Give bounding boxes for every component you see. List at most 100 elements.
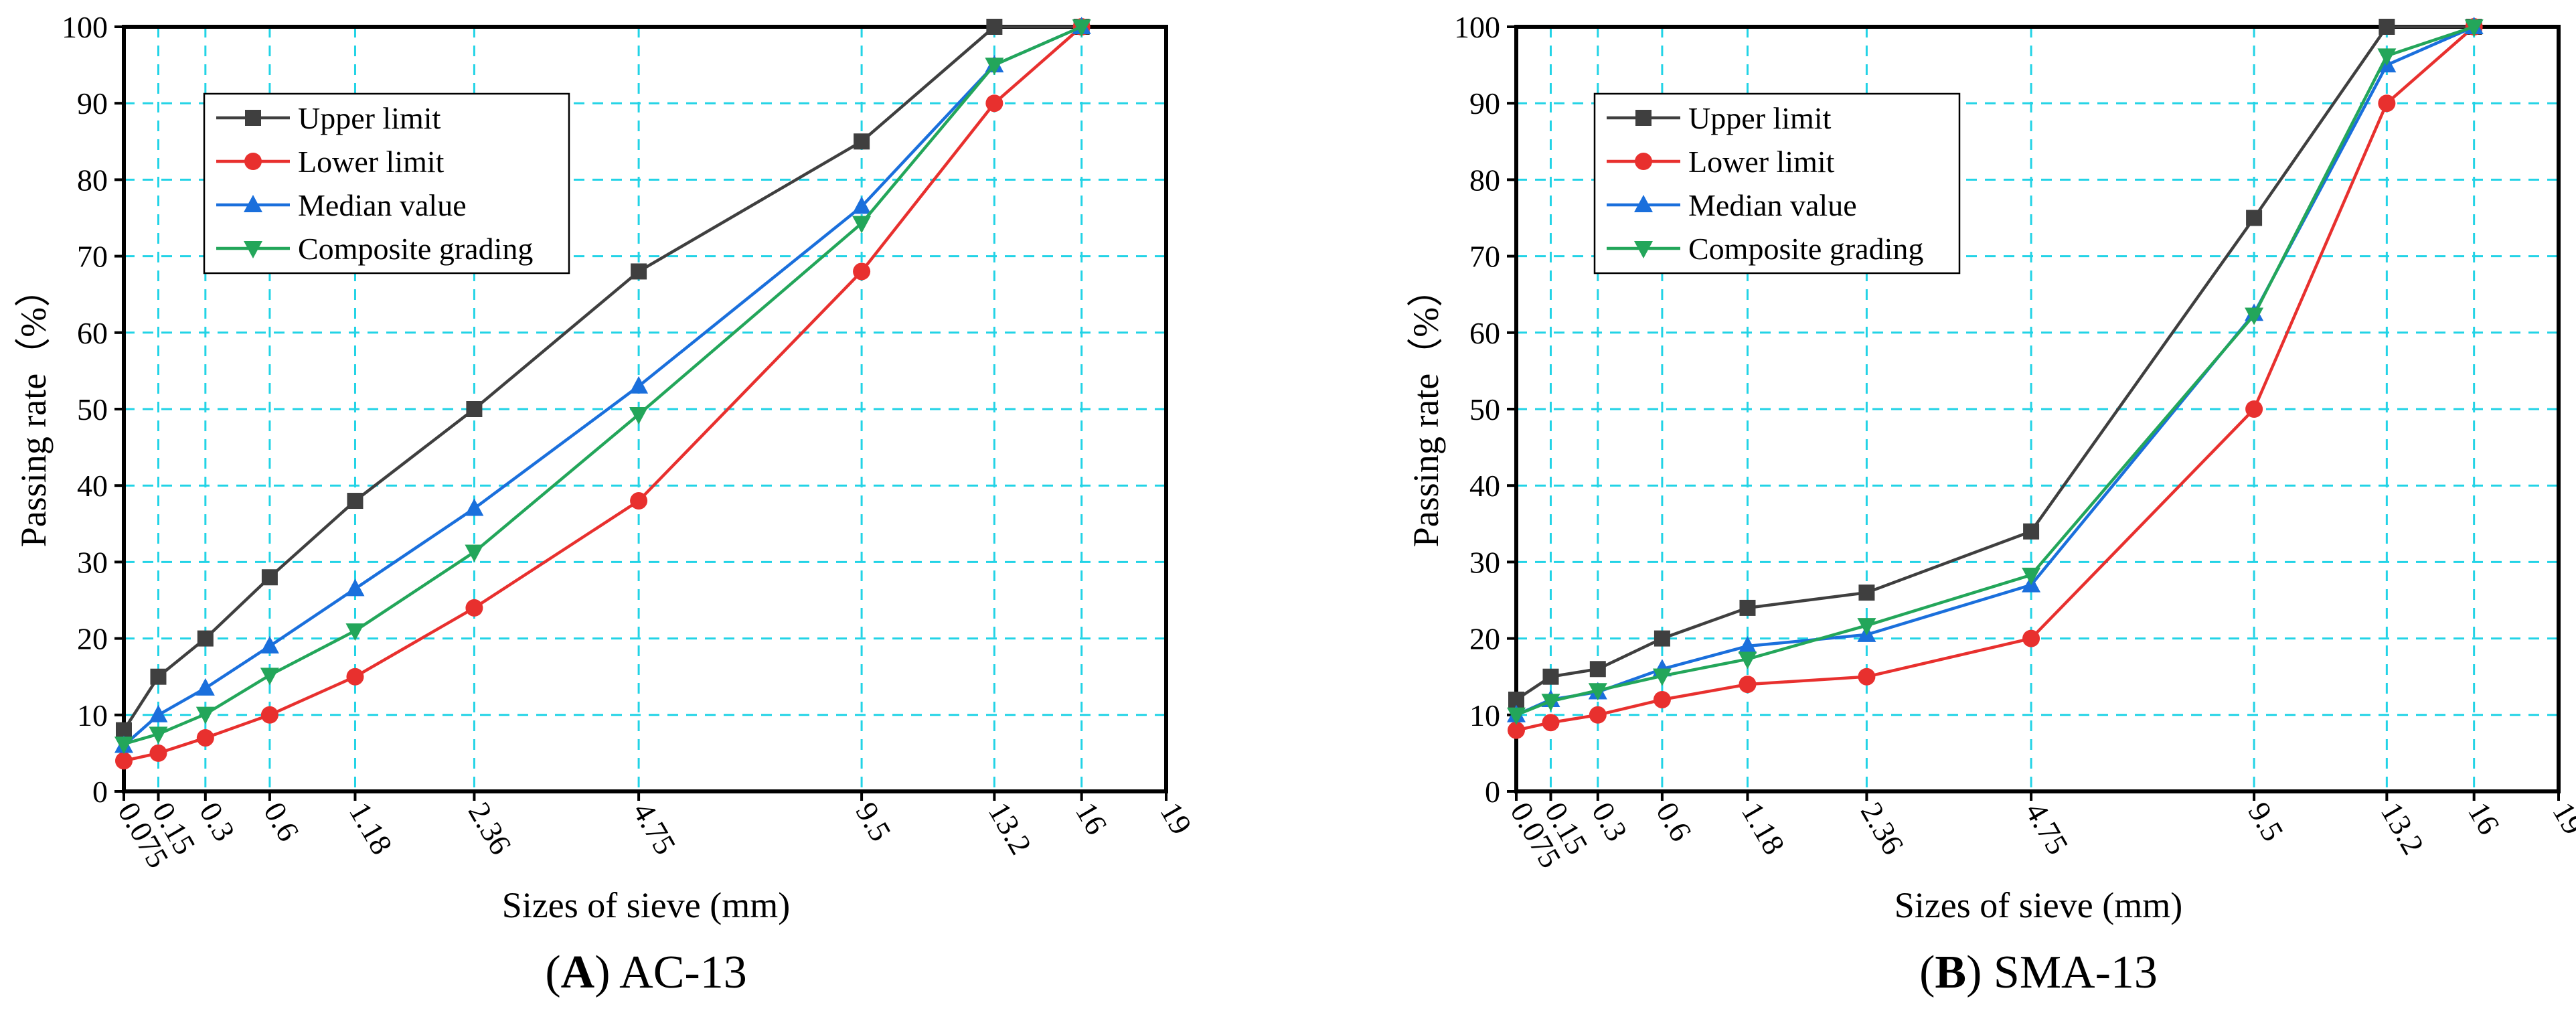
- data-point: [149, 744, 167, 762]
- data-point: [2023, 523, 2040, 540]
- legend-marker: [1635, 110, 1652, 126]
- y-tick-label: 100: [62, 10, 108, 44]
- caption-letter: A: [561, 947, 595, 998]
- y-tick-label: 10: [1469, 698, 1500, 732]
- data-point: [985, 58, 1004, 76]
- data-point: [2022, 629, 2040, 647]
- data-point: [2022, 567, 2041, 585]
- data-point: [149, 726, 168, 745]
- legend-label: Composite grading: [1688, 232, 1923, 266]
- data-point: [629, 376, 649, 394]
- y-tick-label: 0: [92, 775, 108, 809]
- legend: Upper limit Lower limit Median value Compos…: [1593, 92, 1961, 275]
- x-tick-label: 9.5: [849, 797, 898, 847]
- y-axis-title: Passing rate（%）: [1406, 271, 1446, 547]
- y-tick-label: 60: [1469, 316, 1500, 350]
- data-point: [260, 668, 279, 686]
- y-tick-label: 70: [1469, 240, 1500, 274]
- series-line: [1516, 25, 2475, 716]
- data-point: [630, 492, 648, 510]
- data-point: [347, 493, 364, 510]
- y-tick-label: 30: [1469, 545, 1500, 579]
- x-tick-label: 0.6: [1649, 797, 1698, 847]
- data-point: [150, 668, 167, 685]
- data-point: [1542, 714, 1560, 732]
- data-point: [986, 19, 1003, 35]
- data-point: [985, 94, 1003, 112]
- legend-marker: [244, 153, 262, 170]
- data-point: [2377, 48, 2397, 66]
- data-point: [196, 729, 214, 747]
- series-line: [123, 25, 1082, 747]
- data-point: [852, 196, 872, 214]
- data-point: [1541, 694, 1560, 712]
- y-tick-label: 40: [1469, 469, 1500, 503]
- data-point: [2246, 210, 2263, 226]
- data-point: [1507, 707, 1526, 725]
- y-tick-label: 80: [1469, 163, 1500, 197]
- data-point: [465, 599, 483, 617]
- x-tick-label: 1.18: [1735, 797, 1791, 860]
- data-point: [1588, 683, 1607, 701]
- x-axis-title: Sizes of sieve (mm): [502, 885, 790, 925]
- data-point: [260, 636, 279, 654]
- y-tick-label: 70: [77, 240, 108, 274]
- data-point: [1589, 661, 1606, 678]
- legend-box: [1593, 92, 1961, 275]
- chart-caption: (B) SMA-13: [1919, 947, 2158, 998]
- y-tick-label: 100: [1454, 10, 1500, 44]
- y-tick-label: 80: [77, 163, 108, 197]
- series-line: [1515, 25, 2474, 701]
- x-tick-label: 13.2: [2374, 797, 2431, 860]
- data-point: [195, 706, 215, 724]
- data-point: [1652, 668, 1672, 686]
- series-line: [123, 25, 1082, 746]
- data-point: [1739, 676, 1757, 694]
- data-point: [261, 569, 278, 586]
- y-tick-label: 90: [1469, 86, 1500, 121]
- x-tick-label: 9.5: [2241, 797, 2290, 847]
- x-tick-label: 19: [2546, 797, 2576, 840]
- legend-label: Composite grading: [298, 232, 533, 266]
- legend-label: Median value: [1688, 188, 1857, 222]
- data-point: [1738, 651, 1757, 670]
- data-point: [466, 401, 483, 417]
- data-point: [2245, 307, 2264, 325]
- data-point: [2379, 19, 2395, 35]
- caption-letter: B: [1935, 947, 1966, 998]
- series-line: [123, 25, 1082, 731]
- data-point: [195, 678, 215, 696]
- data-point: [149, 704, 168, 722]
- x-tick-label: 19: [1153, 797, 1198, 840]
- data-point: [345, 578, 365, 597]
- y-tick-label: 50: [1469, 392, 1500, 426]
- data-point: [114, 736, 133, 755]
- legend-marker: [244, 195, 262, 212]
- y-tick-label: 20: [1469, 622, 1500, 656]
- legend-marker: [1634, 195, 1653, 212]
- y-tick-label: 0: [1485, 775, 1500, 809]
- legend-label: Upper limit: [1688, 101, 1832, 135]
- y-axis-title: Passing rate（%）: [13, 271, 54, 547]
- data-point: [629, 406, 649, 424]
- data-point: [2464, 19, 2484, 37]
- data-point: [1738, 636, 1757, 654]
- series-line: [1516, 25, 2476, 732]
- data-point: [1542, 668, 1559, 685]
- data-point: [1858, 668, 1876, 686]
- legend-label: Lower limit: [1688, 145, 1835, 179]
- data-point: [2245, 400, 2263, 418]
- y-tick-label: 20: [77, 622, 108, 656]
- legend-marker: [244, 241, 262, 258]
- data-point: [465, 544, 484, 562]
- y-tick-label: 60: [77, 316, 108, 350]
- data-point: [197, 630, 214, 647]
- legend-label: Upper limit: [298, 101, 441, 135]
- data-point: [1072, 19, 1091, 37]
- data-point: [1589, 706, 1607, 724]
- data-point: [465, 498, 484, 516]
- y-tick-label: 40: [77, 469, 108, 503]
- data-point: [1653, 690, 1671, 708]
